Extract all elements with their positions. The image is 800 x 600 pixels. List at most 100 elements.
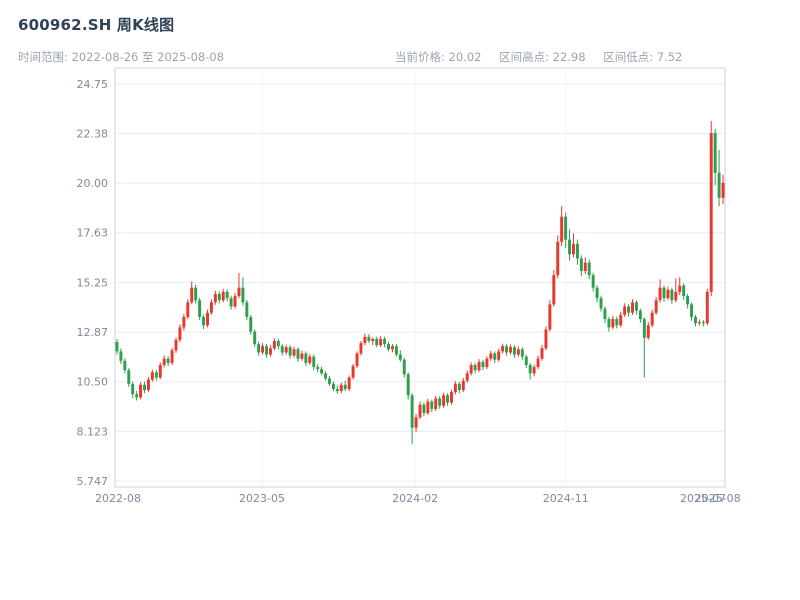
candle-body bbox=[284, 347, 288, 353]
candle-body bbox=[564, 216, 568, 240]
candle-body bbox=[548, 304, 552, 330]
candle-body bbox=[623, 306, 627, 315]
candle-body bbox=[170, 350, 174, 363]
candle-body bbox=[406, 374, 410, 396]
y-axis-tick-label: 17.63 bbox=[77, 227, 109, 240]
candle-body bbox=[686, 296, 690, 305]
stat-range-low: 区间低点: 7.52 bbox=[603, 50, 683, 64]
candle-body bbox=[146, 379, 150, 391]
candle-body bbox=[339, 384, 343, 392]
candle-body bbox=[135, 394, 139, 398]
candle-body bbox=[186, 302, 190, 317]
candle-body bbox=[430, 401, 434, 409]
candle-body bbox=[296, 349, 300, 359]
candle-body bbox=[694, 316, 697, 324]
candle-body bbox=[509, 347, 512, 353]
candle-body bbox=[501, 346, 505, 352]
candle-body bbox=[320, 369, 324, 374]
candle-body bbox=[123, 360, 127, 371]
candle-body bbox=[524, 356, 528, 365]
candle-body bbox=[619, 314, 623, 326]
candle-body bbox=[198, 300, 202, 317]
candle-body bbox=[434, 398, 438, 409]
candle-body bbox=[178, 327, 182, 340]
candle-body bbox=[268, 348, 272, 355]
candle-body bbox=[206, 312, 209, 326]
candle-body bbox=[308, 356, 312, 363]
candle-body bbox=[233, 296, 237, 307]
candle-body bbox=[556, 241, 560, 276]
y-axis-tick-label: 20.00 bbox=[77, 177, 109, 190]
x-axis-tick-label: 2024-02 bbox=[392, 492, 438, 505]
candle-body bbox=[221, 291, 225, 301]
candle-body bbox=[717, 172, 721, 198]
candle-body bbox=[371, 338, 375, 341]
candle-body bbox=[209, 302, 213, 313]
candle-body bbox=[261, 346, 265, 353]
candle-body bbox=[528, 364, 532, 374]
candle-body bbox=[469, 364, 473, 374]
candle-body bbox=[442, 395, 446, 406]
candle-body bbox=[658, 287, 662, 301]
candle-body bbox=[347, 377, 351, 390]
candle-body bbox=[225, 291, 229, 299]
y-axis-tick-label: 8.123 bbox=[77, 425, 109, 438]
kline-chart: 24.75 22.38 20.00 17.63 15.25 12.87 10.50 8.123… bbox=[77, 67, 741, 505]
candle-body bbox=[654, 300, 658, 313]
candle-body bbox=[446, 395, 450, 403]
candle-body bbox=[394, 346, 398, 355]
y-axis-tick-label: 12.87 bbox=[77, 326, 109, 339]
y-axis-tick-label: 5.747 bbox=[77, 475, 109, 488]
y-axis-tick-label: 22.38 bbox=[77, 128, 109, 141]
candle-body bbox=[359, 343, 363, 354]
candle-body bbox=[666, 289, 670, 299]
candle-body bbox=[572, 243, 575, 255]
candle-body bbox=[493, 353, 497, 360]
candle-body bbox=[237, 287, 241, 297]
candle-body bbox=[599, 298, 603, 309]
candle-body bbox=[516, 349, 520, 355]
candle-body bbox=[367, 336, 371, 341]
candle-body bbox=[379, 338, 383, 346]
candle-body bbox=[115, 342, 119, 352]
candle-body bbox=[477, 361, 481, 371]
candle-body bbox=[481, 361, 485, 368]
candle-body bbox=[414, 417, 418, 428]
candle-body bbox=[603, 308, 607, 320]
candle-body bbox=[276, 340, 280, 347]
candle-body bbox=[453, 383, 457, 393]
candle-body bbox=[611, 319, 615, 328]
candle-body bbox=[174, 339, 178, 351]
candle-body bbox=[705, 291, 709, 324]
candle-body bbox=[418, 404, 422, 418]
candle-body bbox=[119, 351, 123, 361]
candle-body bbox=[579, 258, 583, 271]
candle-body bbox=[383, 338, 387, 345]
candle-body bbox=[335, 389, 339, 392]
candle-body bbox=[272, 340, 276, 349]
candle-body bbox=[638, 310, 642, 320]
candle-body bbox=[422, 404, 426, 414]
candle-body bbox=[351, 366, 355, 378]
candle-body bbox=[697, 322, 701, 324]
candle-body bbox=[426, 401, 430, 414]
subtitle-row: 时间范围: 2022-08-26 至 2025-08-08 当前价格: 20.0… bbox=[0, 49, 800, 65]
candle-body bbox=[139, 384, 143, 398]
candle-body bbox=[166, 358, 170, 363]
candle-body bbox=[682, 285, 686, 297]
candle-body bbox=[631, 302, 634, 313]
plot-background bbox=[115, 68, 725, 487]
candle-body bbox=[583, 262, 587, 271]
x-axis-tick-label: 2022-08 bbox=[95, 492, 141, 505]
candle-body bbox=[461, 380, 465, 391]
candle-body bbox=[489, 353, 493, 359]
candle-body bbox=[390, 346, 394, 350]
x-axis-tick-label: 2025-07 bbox=[680, 492, 726, 505]
candle-body bbox=[158, 364, 162, 378]
candle-body bbox=[595, 287, 599, 299]
candle-body bbox=[512, 347, 516, 355]
candle-body bbox=[532, 367, 536, 374]
candle-body bbox=[265, 346, 268, 355]
subtitle-date-range: 时间范围: 2022-08-26 至 2025-08-08 bbox=[18, 50, 225, 64]
candle-body bbox=[316, 367, 320, 370]
